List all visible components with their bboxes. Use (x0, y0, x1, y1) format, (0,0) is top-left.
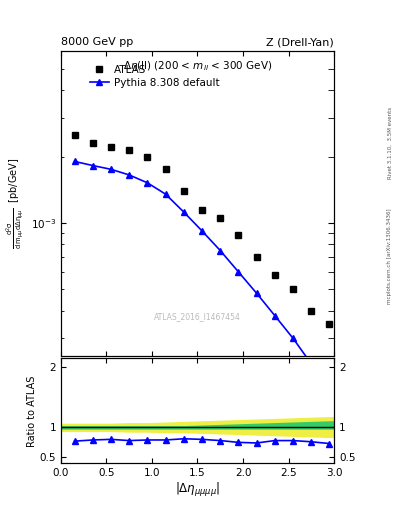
Pythia 8.308 default (127, 172, 132, 178)
Pythia 8.308 default (108, 166, 113, 173)
ATLAS (163, 166, 168, 173)
Text: mcplots.cern.ch [arXiv:1306.3436]: mcplots.cern.ch [arXiv:1306.3436] (387, 208, 392, 304)
Text: ATLAS_2016_I1467454: ATLAS_2016_I1467454 (154, 312, 241, 321)
Pythia 8.308 default (309, 361, 314, 367)
ATLAS (272, 272, 277, 278)
ATLAS (108, 144, 113, 151)
Line: Pythia 8.308 default: Pythia 8.308 default (72, 159, 332, 393)
Text: Rivet 3.1.10,  3.5M events: Rivet 3.1.10, 3.5M events (387, 108, 392, 179)
Y-axis label: $\mathregular{\frac{d^2\sigma}{d\,m_{\mu\mu}\,d\Delta\eta_{\mu\mu}}}$  [pb/GeV]: $\mathregular{\frac{d^2\sigma}{d\,m_{\mu… (4, 158, 26, 249)
ATLAS (309, 308, 314, 314)
Pythia 8.308 default (236, 269, 241, 275)
Pythia 8.308 default (291, 335, 296, 342)
Line: ATLAS: ATLAS (71, 132, 333, 327)
Text: Z (Drell-Yan): Z (Drell-Yan) (266, 37, 334, 47)
Pythia 8.308 default (182, 209, 186, 215)
Pythia 8.308 default (90, 162, 95, 168)
ATLAS (127, 146, 132, 153)
ATLAS (327, 321, 332, 327)
Legend: ATLAS, Pythia 8.308 default: ATLAS, Pythia 8.308 default (88, 62, 222, 90)
ATLAS (182, 187, 186, 194)
ATLAS (145, 154, 150, 160)
X-axis label: $|\Delta\eta_{\mu\mu\mu\mu}|$: $|\Delta\eta_{\mu\mu\mu\mu}|$ (175, 481, 220, 499)
ATLAS (218, 215, 222, 221)
ATLAS (291, 286, 296, 292)
Pythia 8.308 default (327, 387, 332, 393)
Pythia 8.308 default (272, 313, 277, 319)
Pythia 8.308 default (163, 191, 168, 197)
Pythia 8.308 default (72, 158, 77, 164)
Y-axis label: Ratio to ATLAS: Ratio to ATLAS (27, 375, 37, 446)
Pythia 8.308 default (200, 228, 204, 234)
Text: 8000 GeV pp: 8000 GeV pp (61, 37, 133, 47)
Text: $\Delta\eta$(ll) (200 < $m_{ll}$ < 300 GeV): $\Delta\eta$(ll) (200 < $m_{ll}$ < 300 G… (123, 59, 272, 73)
ATLAS (90, 140, 95, 146)
ATLAS (254, 254, 259, 260)
Pythia 8.308 default (254, 290, 259, 296)
Pythia 8.308 default (218, 247, 222, 253)
ATLAS (236, 232, 241, 238)
Pythia 8.308 default (145, 180, 150, 186)
ATLAS (72, 132, 77, 138)
ATLAS (200, 206, 204, 212)
